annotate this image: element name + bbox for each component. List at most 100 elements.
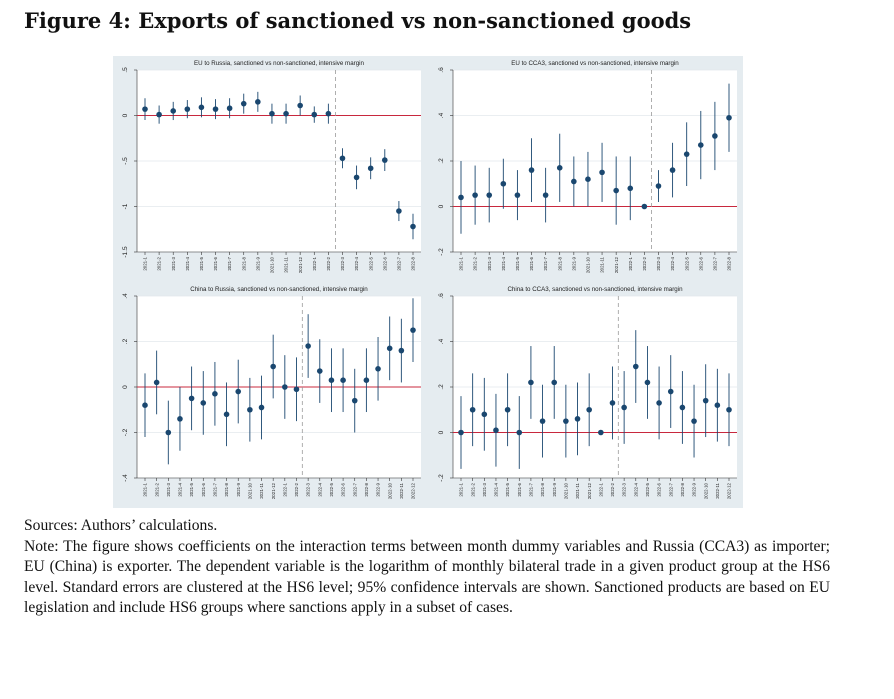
data-point — [563, 418, 569, 424]
x-tick-label: 2022-1 — [312, 256, 317, 270]
x-tick-label: 2022-10 — [387, 482, 392, 499]
x-tick-label: 2022-2 — [642, 256, 647, 270]
figure-panel-grid: EU to Russia, sanctioned vs non-sanction… — [113, 56, 743, 508]
x-tick-label: 2021-1 — [143, 256, 148, 270]
x-tick-label: 2022-6 — [698, 256, 703, 270]
chart-title: China to Russia, sanctioned vs non-sanct… — [190, 286, 368, 293]
x-tick-label: 2022-4 — [354, 256, 359, 270]
x-tick-label: 2021-9 — [571, 256, 576, 270]
x-tick-label: 2021-3 — [482, 482, 487, 496]
data-point — [481, 411, 488, 418]
data-point — [188, 395, 195, 402]
data-point — [528, 379, 534, 386]
x-tick-label: 2022-3 — [656, 256, 661, 270]
data-point — [641, 203, 648, 210]
data-point — [212, 106, 219, 112]
data-point — [726, 114, 732, 121]
x-tick-label: 2021-6 — [517, 482, 522, 496]
data-point — [702, 397, 709, 404]
data-point — [200, 400, 207, 406]
x-tick-label: 2022-2 — [326, 256, 331, 270]
caption-note: Note: The figure shows coefficients on t… — [24, 537, 830, 617]
data-point — [598, 429, 604, 436]
caption-sources: Sources: Authors’ calculations. — [24, 517, 218, 534]
figure-title: Figure 4: Exports of sanctioned vs non-s… — [24, 8, 692, 33]
x-tick-label: 2021-1 — [459, 482, 464, 496]
x-tick-label: 2021-7 — [543, 256, 548, 270]
y-tick-label: .6 — [438, 293, 445, 299]
data-point — [226, 105, 233, 112]
x-tick-label: 2021-12 — [271, 482, 276, 499]
data-point — [613, 187, 619, 194]
chart-eu-russia: EU to Russia, sanctioned vs non-sanction… — [122, 60, 421, 273]
panel-china-cca3: China to CCA3, sanctioned vs non-sanctio… — [429, 282, 745, 508]
x-tick-label: 2021-6 — [213, 256, 218, 270]
x-tick-label: 2021-9 — [236, 482, 241, 496]
x-tick-label: 2022-6 — [657, 482, 662, 496]
data-point — [644, 379, 651, 386]
data-point — [297, 102, 303, 109]
chart-title: EU to Russia, sanctioned vs non-sanction… — [194, 60, 364, 67]
x-tick-label: 2022-4 — [317, 482, 322, 496]
data-point — [472, 192, 478, 198]
y-tick-label: -.4 — [122, 474, 129, 482]
data-point — [282, 384, 288, 390]
data-point — [156, 111, 162, 118]
x-tick-label: 2021-10 — [563, 482, 568, 499]
x-tick-label: 2021-7 — [227, 256, 232, 270]
x-tick-label: 2022-9 — [692, 482, 697, 496]
data-point — [235, 388, 242, 395]
data-point — [551, 379, 558, 386]
x-tick-label: 2021-2 — [154, 482, 159, 496]
data-point — [556, 165, 563, 171]
x-tick-label: 2021-11 — [259, 482, 264, 498]
data-point — [198, 104, 205, 111]
data-point — [184, 106, 191, 112]
data-point — [316, 368, 323, 374]
y-tick-label: 0 — [438, 204, 445, 208]
x-tick-label: 2022-8 — [727, 256, 732, 270]
data-point — [458, 429, 464, 436]
x-tick-label: 2021-5 — [505, 482, 510, 496]
x-tick-label: 2022-4 — [633, 482, 638, 496]
data-point — [504, 406, 511, 413]
chart-eu-cca3: EU to CCA3, sanctioned vs non-sanctioned… — [438, 60, 737, 273]
chart-title: EU to CCA3, sanctioned vs non-sanctioned… — [511, 60, 679, 67]
y-tick-label: .2 — [122, 338, 129, 344]
data-point — [410, 327, 416, 333]
y-tick-label: -.2 — [438, 248, 445, 256]
x-tick-label: 2021-7 — [529, 482, 534, 496]
y-tick-label: .4 — [438, 112, 445, 118]
data-point — [599, 169, 605, 176]
x-tick-label: 2021-11 — [600, 256, 605, 272]
data-point — [655, 183, 662, 189]
data-point — [683, 151, 690, 157]
chart-title: China to CCA3, sanctioned vs non-sanctio… — [507, 286, 683, 293]
x-tick-label: 2022-5 — [645, 482, 650, 496]
data-point — [247, 406, 253, 413]
data-point — [486, 192, 493, 198]
data-point — [542, 192, 549, 198]
y-tick-label: -.2 — [438, 474, 445, 482]
x-tick-label: 2022-5 — [684, 256, 689, 270]
data-point — [712, 133, 718, 139]
data-point — [571, 178, 577, 185]
data-point — [255, 99, 261, 105]
x-tick-label: 2021-4 — [185, 256, 190, 270]
panel-eu-cca3: EU to CCA3, sanctioned vs non-sanctioned… — [429, 56, 745, 282]
data-point — [339, 155, 346, 162]
y-tick-label: .2 — [438, 158, 445, 164]
data-point — [269, 110, 275, 117]
data-point — [656, 400, 662, 406]
data-point — [627, 185, 634, 192]
data-point — [679, 404, 686, 411]
data-point — [539, 418, 546, 424]
data-point — [381, 157, 388, 163]
data-point — [153, 379, 160, 386]
data-point — [223, 411, 230, 418]
data-point — [375, 366, 381, 372]
y-tick-label: .4 — [122, 293, 129, 299]
data-point — [621, 404, 627, 411]
x-tick-label: 2021-8 — [557, 256, 562, 270]
data-point — [351, 397, 358, 404]
